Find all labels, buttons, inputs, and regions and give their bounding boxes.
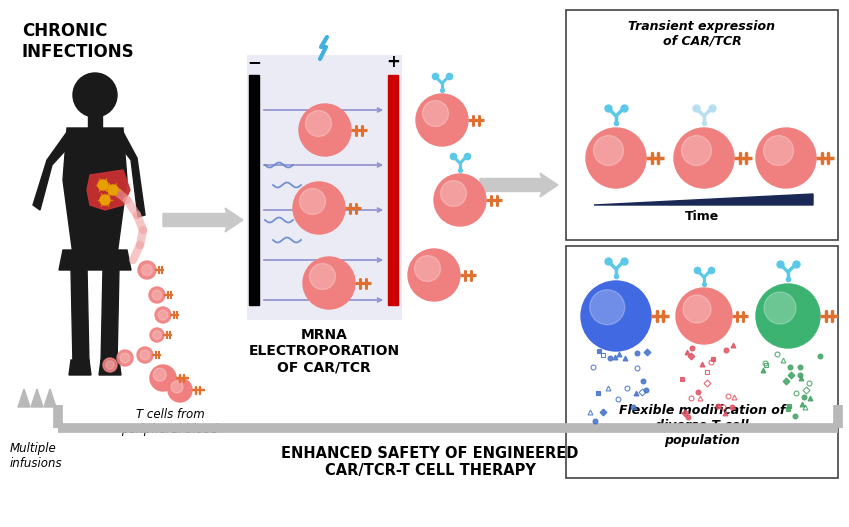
Circle shape (100, 195, 110, 205)
Circle shape (300, 189, 325, 214)
Circle shape (153, 331, 161, 339)
Circle shape (138, 261, 156, 279)
Polygon shape (87, 170, 130, 210)
Circle shape (581, 281, 651, 351)
Text: CHRONIC
INFECTIONS: CHRONIC INFECTIONS (22, 22, 135, 61)
Circle shape (586, 128, 646, 188)
Circle shape (764, 292, 796, 324)
Circle shape (423, 101, 448, 126)
Circle shape (106, 361, 115, 369)
Circle shape (293, 182, 345, 234)
Circle shape (593, 135, 623, 165)
Text: +: + (386, 53, 400, 71)
Circle shape (674, 128, 734, 188)
Polygon shape (59, 250, 131, 270)
Circle shape (103, 358, 117, 372)
Polygon shape (63, 128, 127, 255)
Circle shape (98, 180, 108, 190)
Text: Transient expression
of CAR/TCR: Transient expression of CAR/TCR (628, 20, 775, 48)
Circle shape (168, 378, 192, 402)
Circle shape (303, 257, 355, 309)
FancyArrow shape (163, 208, 243, 232)
Bar (566, 10, 838, 240)
Bar (566, 246, 838, 478)
Bar (388, 75, 398, 305)
Circle shape (676, 288, 732, 344)
Circle shape (756, 128, 816, 188)
Polygon shape (44, 389, 56, 407)
Circle shape (150, 328, 164, 342)
Circle shape (137, 347, 153, 363)
Polygon shape (99, 360, 121, 375)
Polygon shape (69, 360, 91, 375)
Circle shape (150, 365, 176, 391)
Polygon shape (71, 268, 89, 365)
Text: Multiple
infusions: Multiple infusions (10, 442, 63, 470)
Circle shape (306, 111, 331, 136)
Polygon shape (33, 132, 73, 210)
Text: MRNA
ELECTROPORATION
OF CAR/TCR: MRNA ELECTROPORATION OF CAR/TCR (249, 328, 400, 374)
Circle shape (108, 185, 118, 195)
Circle shape (763, 135, 794, 165)
Polygon shape (117, 132, 145, 217)
Circle shape (434, 174, 486, 226)
Circle shape (310, 264, 335, 289)
Circle shape (155, 307, 171, 323)
Circle shape (416, 94, 468, 146)
Circle shape (441, 181, 466, 207)
Circle shape (408, 249, 460, 301)
Text: ENHANCED SAFETY OF ENGINEERED
CAR/TCR-T CELL THERAPY: ENHANCED SAFETY OF ENGINEERED CAR/TCR-T … (281, 446, 579, 479)
Circle shape (149, 287, 165, 303)
Circle shape (154, 368, 166, 381)
Circle shape (682, 135, 711, 165)
Text: Time: Time (685, 210, 719, 223)
FancyArrow shape (480, 173, 558, 197)
Circle shape (414, 256, 441, 281)
Bar (247, 55, 402, 320)
Text: −: − (247, 53, 261, 71)
Polygon shape (594, 194, 813, 205)
Circle shape (590, 290, 625, 325)
Circle shape (171, 381, 183, 393)
Bar (88, 115, 102, 130)
Circle shape (152, 290, 162, 300)
Polygon shape (18, 389, 30, 407)
Circle shape (117, 350, 133, 366)
Polygon shape (101, 268, 119, 365)
Polygon shape (31, 389, 43, 407)
Circle shape (73, 73, 117, 117)
Text: T cells from
peripheral blood: T cells from peripheral blood (121, 408, 218, 436)
Circle shape (121, 353, 130, 363)
Circle shape (299, 104, 351, 156)
Circle shape (683, 295, 711, 323)
Circle shape (756, 284, 820, 348)
Circle shape (142, 265, 153, 276)
Circle shape (140, 350, 149, 360)
Circle shape (158, 310, 168, 320)
Bar (249, 75, 259, 305)
Text: Flexible modification of
diverse T cell
population: Flexible modification of diverse T cell … (619, 404, 785, 447)
